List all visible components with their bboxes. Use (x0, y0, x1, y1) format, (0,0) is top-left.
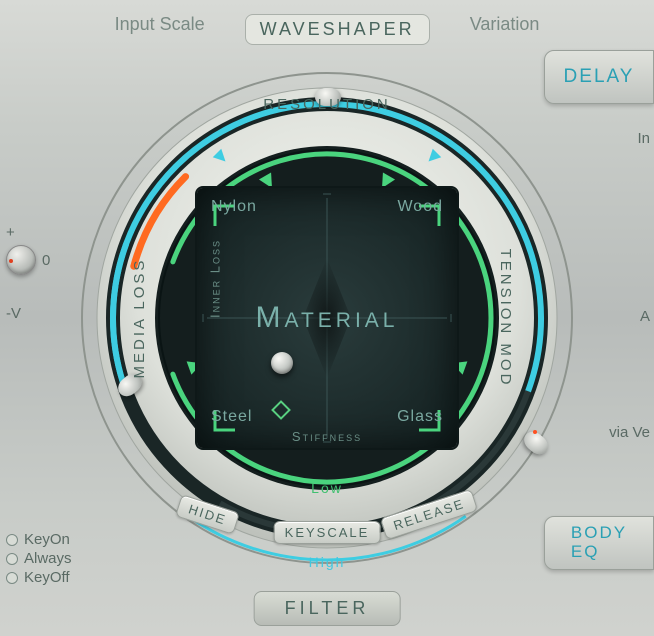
material-title: Material (256, 301, 399, 335)
right-label-in: In (637, 130, 650, 147)
high-label: High (309, 554, 346, 570)
input-scale-label: Input Scale (115, 14, 205, 45)
right-label-via: via Ve (609, 424, 650, 441)
waveshaper-button[interactable]: WAVESHAPER (245, 14, 430, 45)
corner-steel: Steel (211, 408, 252, 426)
radio-keyoff[interactable]: KeyOff (6, 569, 72, 586)
left-gain-controls: + 0 -V (6, 220, 50, 326)
radio-always[interactable]: Always (6, 550, 72, 567)
tension-mod-indicator (533, 430, 537, 434)
resolution-label: RESOLUTION (263, 96, 391, 113)
radio-keyon[interactable]: KeyOn (6, 531, 72, 548)
inner-loss-axis-label: Inner Loss (208, 239, 223, 318)
zero-label: 0 (42, 252, 50, 269)
corner-nylon: Nylon (211, 198, 257, 216)
media-loss-label: MEDIA LOSS (131, 258, 148, 379)
gain-knob[interactable] (6, 245, 36, 275)
variation-label: Variation (470, 14, 540, 45)
pad-handle[interactable] (271, 352, 293, 374)
key-mode-radios: KeyOn Always KeyOff (6, 529, 72, 588)
stiffness-axis-label: Stiffness (292, 429, 362, 444)
plus-label: + (6, 224, 15, 241)
corner-wood: Wood (397, 198, 443, 216)
minus-label: -V (6, 305, 21, 322)
filter-button[interactable]: FILTER (254, 591, 401, 626)
keyscale-button[interactable]: KEYSCALE (274, 521, 381, 544)
corner-glass: Glass (397, 408, 443, 426)
right-label-a: A (640, 308, 650, 325)
material-dial: RESOLUTION MEDIA LOSS TENSION MOD HIDE K… (67, 58, 587, 578)
tension-mod-label: TENSION MOD (497, 249, 514, 388)
material-xy-pad[interactable]: Nylon Wood Steel Glass Stiffness Inner L… (197, 188, 457, 448)
low-label: Low (311, 480, 343, 496)
